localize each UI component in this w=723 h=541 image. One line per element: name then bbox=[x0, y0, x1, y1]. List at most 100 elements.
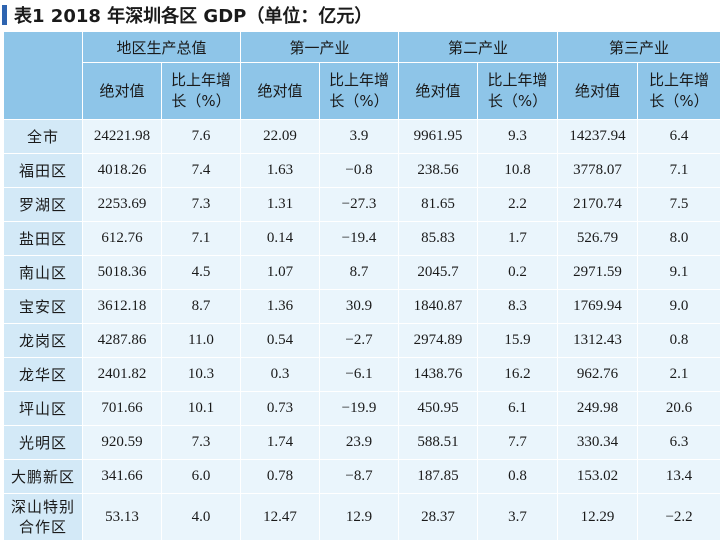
subheader-growth-primary: 比上年增 长（%） bbox=[319, 62, 400, 120]
subheader-abs-gdp: 绝对值 bbox=[82, 62, 162, 120]
table-cell: 85.83 bbox=[398, 221, 479, 256]
header-group-tertiary: 第三产业 bbox=[557, 31, 722, 63]
table-cell: 2.1 bbox=[637, 357, 722, 392]
table-cell: 0.3 bbox=[240, 357, 321, 392]
table-row: 坪山区 701.66 10.1 0.73 −19.9 450.95 6.1 249.98 20.… bbox=[3, 391, 722, 426]
table-cell: 7.7 bbox=[477, 425, 559, 460]
table-cell: −8.7 bbox=[319, 459, 400, 494]
row-region-label: 盐田区 bbox=[3, 221, 83, 256]
table-row: 龙华区 2401.82 10.3 0.3 −6.1 1438.76 16.2 962.76 2.… bbox=[3, 357, 722, 392]
table-cell: 6.1 bbox=[477, 391, 559, 426]
table-cell: 2971.59 bbox=[557, 255, 639, 290]
table-row: 光明区 920.59 7.3 1.74 23.9 588.51 7.7 330.34 6.3 bbox=[3, 425, 722, 460]
subheader-growth-line1: 比上年增 bbox=[649, 71, 710, 89]
row-region-label: 罗湖区 bbox=[3, 187, 83, 222]
gdp-table: 地区生产总值 第一产业 第二产业 第三产业 绝对值 比上年增 长（%） 绝对值 比上年增… bbox=[3, 31, 722, 541]
table-cell: 10.8 bbox=[477, 153, 559, 188]
table-cell: 1.31 bbox=[240, 187, 321, 222]
table-cell: 1.07 bbox=[240, 255, 321, 290]
table-cell: 0.78 bbox=[240, 459, 321, 494]
table-cell: 1.36 bbox=[240, 289, 321, 324]
table-row: 龙岗区 4287.86 11.0 0.54 −2.7 2974.89 15.9 1312.43… bbox=[3, 323, 722, 358]
table-cell: 2253.69 bbox=[82, 187, 162, 222]
table-cell: 3.7 bbox=[477, 493, 559, 541]
table-cell: 962.76 bbox=[557, 357, 639, 392]
table-cell: 0.8 bbox=[477, 459, 559, 494]
table-cell: 341.66 bbox=[82, 459, 162, 494]
table-cell: 5018.36 bbox=[82, 255, 162, 290]
table-cell: 0.14 bbox=[240, 221, 321, 256]
table-row: 大鹏新区 341.66 6.0 0.78 −8.7 187.85 0.8 153.02 13.4 bbox=[3, 459, 722, 494]
table-cell: 7.1 bbox=[160, 221, 242, 256]
table-cell: 6.3 bbox=[637, 425, 722, 460]
subheader-abs-secondary: 绝对值 bbox=[398, 62, 479, 120]
table-cell: 2.2 bbox=[477, 187, 559, 222]
table-cell: 1.74 bbox=[240, 425, 321, 460]
table-cell: 330.34 bbox=[557, 425, 639, 460]
table-cell: 4287.86 bbox=[82, 323, 162, 358]
table-cell: 10.1 bbox=[160, 391, 242, 426]
table-cell: 450.95 bbox=[398, 391, 479, 426]
table-cell: 153.02 bbox=[557, 459, 639, 494]
table-cell: 12.47 bbox=[240, 493, 321, 541]
subheader-growth-line1: 比上年增 bbox=[329, 71, 390, 89]
table-cell: 81.65 bbox=[398, 187, 479, 222]
table-cell: 701.66 bbox=[82, 391, 162, 426]
table-cell: 20.6 bbox=[637, 391, 722, 426]
table-cell: 6.4 bbox=[637, 119, 722, 154]
row-region-label: 龙岗区 bbox=[3, 323, 83, 358]
table-cell: 9.0 bbox=[637, 289, 722, 324]
table-title: 表1 2018 年深圳各区 GDP（单位：亿元） bbox=[14, 6, 373, 27]
table-row: 深山特别 合作区 53.13 4.0 12.47 12.9 28.37 3.7 12.29 −2.… bbox=[3, 493, 722, 541]
table-cell: 10.3 bbox=[160, 357, 242, 392]
row-region-label: 南山区 bbox=[3, 255, 83, 290]
table-cell: 23.9 bbox=[319, 425, 400, 460]
subheader-growth-line1: 比上年增 bbox=[487, 71, 548, 89]
table-cell: 238.56 bbox=[398, 153, 479, 188]
table-row: 全市 24221.98 7.6 22.09 3.9 9961.95 9.3 14237.94 6… bbox=[3, 119, 722, 154]
table-cell: −19.4 bbox=[319, 221, 400, 256]
row-region-label: 宝安区 bbox=[3, 289, 83, 324]
subheader-growth-secondary: 比上年增长（%） bbox=[477, 62, 559, 120]
row-region-label-line2: 合作区 bbox=[18, 518, 67, 536]
table-cell: −0.8 bbox=[319, 153, 400, 188]
subheader-growth-line2: 长（%） bbox=[171, 92, 231, 110]
table-cell: 612.76 bbox=[82, 221, 162, 256]
table-cell: 2170.74 bbox=[557, 187, 639, 222]
table-cell: 7.4 bbox=[160, 153, 242, 188]
table-row: 南山区 5018.36 4.5 1.07 8.7 2045.7 0.2 2971.59 9.1 bbox=[3, 255, 722, 290]
row-region-label: 全市 bbox=[3, 119, 83, 154]
subheader-growth-gdp: 比上年增 长（%） bbox=[160, 62, 242, 120]
table-cell: 2045.7 bbox=[398, 255, 479, 290]
subheader-growth-line2: 长（%） bbox=[487, 92, 548, 110]
table-cell: 13.4 bbox=[637, 459, 722, 494]
header-corner bbox=[3, 31, 83, 120]
table-cell: 8.7 bbox=[160, 289, 242, 324]
table-cell: 1.7 bbox=[477, 221, 559, 256]
table-title-bar: 表1 2018 年深圳各区 GDP（单位：亿元） bbox=[0, 0, 723, 30]
table-cell: 7.3 bbox=[160, 425, 242, 460]
header-group-gdp: 地区生产总值 bbox=[81, 31, 242, 63]
row-region-label: 大鹏新区 bbox=[3, 459, 83, 494]
table-cell: 3.9 bbox=[319, 119, 400, 154]
table-cell: 187.85 bbox=[398, 459, 479, 494]
table-cell: 526.79 bbox=[557, 221, 639, 256]
table-cell: 2401.82 bbox=[82, 357, 162, 392]
table-cell: 7.1 bbox=[637, 153, 722, 188]
table-cell: 8.7 bbox=[319, 255, 400, 290]
table-cell: 1312.43 bbox=[557, 323, 639, 358]
table-cell: −19.9 bbox=[319, 391, 400, 426]
table-cell: 3612.18 bbox=[82, 289, 162, 324]
subheader-abs-tertiary: 绝对值 bbox=[557, 62, 639, 120]
table-cell: 14237.94 bbox=[557, 119, 639, 154]
table-cell: −2.7 bbox=[319, 323, 400, 358]
row-region-label: 光明区 bbox=[3, 425, 83, 460]
table-cell: 3778.07 bbox=[557, 153, 639, 188]
table-row: 盐田区 612.76 7.1 0.14 −19.4 85.83 1.7 526.79 8.0 bbox=[3, 221, 722, 256]
table-cell: 53.13 bbox=[82, 493, 162, 541]
table-cell: 8.0 bbox=[637, 221, 722, 256]
title-marker bbox=[2, 5, 7, 25]
row-region-label: 龙华区 bbox=[3, 357, 83, 392]
table-cell: 9961.95 bbox=[398, 119, 479, 154]
table-row: 罗湖区 2253.69 7.3 1.31 −27.3 81.65 2.2 2170.74 7.5 bbox=[3, 187, 722, 222]
